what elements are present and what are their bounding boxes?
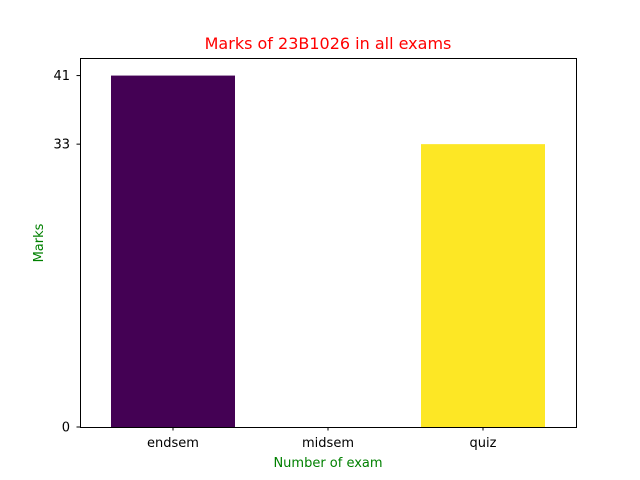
y-tick-label: 33 — [53, 138, 70, 153]
chart-title: Marks of 23B1026 in all exams — [205, 34, 452, 53]
y-tick-label: 0 — [62, 421, 70, 436]
y-axis-ticks: 0 33 41 — [53, 69, 80, 436]
x-axis-ticks: endsem midsem quiz — [147, 427, 497, 451]
x-tick-label-endsem: endsem — [147, 436, 199, 451]
x-axis-label: Number of exam — [273, 456, 382, 471]
x-tick-label-quiz: quiz — [470, 436, 497, 451]
y-tick-label: 41 — [53, 69, 70, 84]
x-tick-label-midsem: midsem — [302, 436, 354, 451]
bar-endsem — [111, 75, 235, 428]
bars-layer — [111, 75, 545, 428]
bar-quiz — [421, 144, 545, 427]
y-axis-label: Marks — [32, 223, 47, 262]
